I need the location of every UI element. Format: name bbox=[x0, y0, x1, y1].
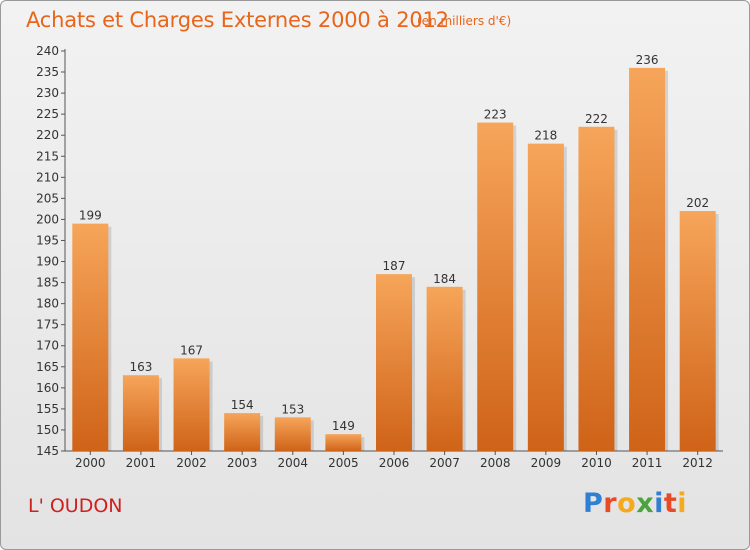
bar-value-label: 153 bbox=[281, 402, 304, 416]
bar-value-label: 187 bbox=[383, 259, 406, 273]
y-tick-label: 170 bbox=[36, 339, 59, 353]
y-axis: 145 150 155 160 165 170 175 180 185 190 195 200 205 2… bbox=[36, 44, 66, 458]
bar-value-label: 167 bbox=[180, 343, 203, 357]
chart-title: Achats et Charges Externes 2000 à 2012 bbox=[26, 8, 449, 32]
x-tick-label: 2006 bbox=[379, 456, 410, 470]
proxiti-logo: Proxiti bbox=[583, 488, 687, 519]
bar-2002 bbox=[173, 358, 210, 451]
bar-2011 bbox=[629, 67, 666, 451]
y-tick-label: 165 bbox=[36, 360, 59, 374]
logo-letter: o bbox=[617, 488, 637, 519]
bar-2008 bbox=[477, 122, 514, 451]
x-tick-label: 2011 bbox=[632, 456, 663, 470]
x-tick-label: 2007 bbox=[429, 456, 460, 470]
bar-2007 bbox=[426, 286, 463, 451]
y-tick-label: 210 bbox=[36, 170, 59, 184]
x-tick-label: 2002 bbox=[176, 456, 207, 470]
logo-letter: x bbox=[636, 488, 655, 519]
bar-value-label: 184 bbox=[433, 272, 456, 286]
x-tick-label: 2009 bbox=[531, 456, 562, 470]
y-tick-label: 175 bbox=[36, 318, 59, 332]
x-axis: 2000 2001 2002 2003 2004 2005 2006 2007 2008 2009… bbox=[65, 450, 723, 470]
bar-value-label: 223 bbox=[484, 108, 507, 122]
bar-2001 bbox=[122, 375, 159, 451]
bar-value-label: 202 bbox=[686, 196, 709, 210]
bar-2004 bbox=[274, 417, 311, 451]
y-tick-label: 230 bbox=[36, 86, 59, 100]
bar-2009 bbox=[527, 143, 564, 451]
logo-letter: r bbox=[603, 488, 618, 519]
bar-value-label: 199 bbox=[79, 209, 102, 223]
y-tick-label: 220 bbox=[36, 128, 59, 142]
logo-letter: i bbox=[677, 488, 688, 519]
y-tick-label: 180 bbox=[36, 297, 59, 311]
y-tick-label: 195 bbox=[36, 233, 59, 247]
bar-2012 bbox=[679, 211, 716, 451]
y-tick-label: 155 bbox=[36, 402, 59, 416]
bar-2006 bbox=[376, 274, 412, 451]
x-tick-label: 2000 bbox=[75, 456, 106, 470]
bars-group: 199 163 167 154 153 149 187 184 223 218 222 236 202 bbox=[72, 53, 719, 451]
y-tick-label: 160 bbox=[36, 381, 59, 395]
bar-2010 bbox=[578, 126, 615, 451]
x-tick-label: 2012 bbox=[682, 456, 713, 470]
commune-name: L' OUDON bbox=[28, 495, 123, 517]
x-tick-label: 2008 bbox=[480, 456, 511, 470]
bar-2003 bbox=[224, 413, 261, 451]
y-tick-label: 150 bbox=[36, 423, 59, 437]
x-tick-label: 2005 bbox=[328, 456, 359, 470]
logo-letter: P bbox=[583, 488, 604, 519]
y-tick-label: 205 bbox=[36, 191, 59, 205]
x-tick-label: 2010 bbox=[581, 456, 612, 470]
y-tick-label: 200 bbox=[36, 212, 59, 226]
bar-value-label: 163 bbox=[129, 360, 152, 374]
bar-value-label: 218 bbox=[534, 129, 557, 143]
y-tick-label: 240 bbox=[36, 44, 59, 58]
bar-value-label: 222 bbox=[585, 112, 608, 126]
chart-subtitle: (en milliers d'€) bbox=[417, 14, 512, 28]
bar-2005 bbox=[325, 434, 362, 451]
y-tick-label: 145 bbox=[36, 444, 59, 458]
x-tick-label: 2003 bbox=[227, 456, 258, 470]
x-tick-label: 2004 bbox=[277, 456, 308, 470]
logo-letter: i bbox=[654, 488, 664, 519]
y-tick-label: 185 bbox=[36, 276, 59, 290]
bar-value-label: 154 bbox=[231, 398, 254, 412]
bar-2000 bbox=[72, 223, 109, 451]
y-tick-label: 190 bbox=[36, 255, 59, 269]
bar-value-label: 149 bbox=[332, 419, 355, 433]
y-tick-label: 235 bbox=[36, 65, 59, 79]
y-tick-label: 215 bbox=[36, 149, 59, 163]
bar-value-label: 236 bbox=[636, 53, 659, 67]
y-tick-label: 225 bbox=[36, 107, 59, 121]
logo-letter: t bbox=[663, 488, 678, 519]
x-tick-label: 2001 bbox=[126, 456, 157, 470]
